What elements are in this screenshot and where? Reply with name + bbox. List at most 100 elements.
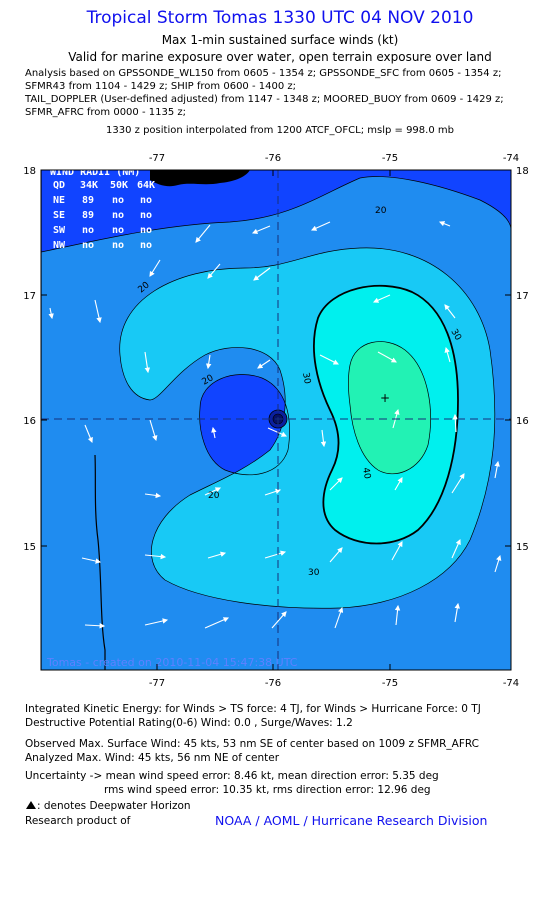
credit-prefix: Research product of <box>25 815 131 827</box>
page-title: Tropical Storm Tomas 1330 UTC 04 NOV 201… <box>86 8 474 28</box>
lat-tick-label-left: 16 <box>23 416 36 427</box>
lon-tick-label-bottom: -74 <box>503 678 519 689</box>
wind-radii-value: no <box>112 225 124 236</box>
coastline-west <box>41 170 106 670</box>
analysis-line: TAIL_DOPPLER (User-defined adjusted) fro… <box>25 94 504 105</box>
wind-arrow-icon <box>310 221 331 231</box>
lat-tick-label-right: 16 <box>516 416 529 427</box>
wind-radii-quadrant: SW <box>53 225 66 236</box>
wind-arrow-icon <box>391 541 403 561</box>
wind-arrow-icon <box>84 623 106 629</box>
lon-tick-label-top: -75 <box>382 153 398 164</box>
dpr-line: Destructive Potential Rating(0-6) Wind: … <box>25 717 353 729</box>
wind-arrow-icon <box>204 487 221 496</box>
wind-arrow-icon <box>494 460 500 479</box>
wind-arrow-icon <box>204 617 230 629</box>
wind-arrow-icon <box>205 354 212 370</box>
wind-arrow-icon <box>271 611 287 629</box>
wind-radii-value: no <box>82 225 94 236</box>
wind-arrow-icon <box>444 346 451 363</box>
land-jamaica <box>150 170 250 187</box>
wind-arrow-icon <box>144 553 167 560</box>
wind-arrow-icon <box>149 419 158 442</box>
analysis-line: SFMR43 from 1104 - 1429 z; SHIP from 060… <box>25 81 297 92</box>
wind-arrow-icon <box>319 354 339 365</box>
wind-arrow-icon <box>454 602 460 623</box>
wind-arrow-icon <box>494 554 502 573</box>
wind-arrow-icon <box>329 477 343 491</box>
wind-arrow-icon <box>452 413 459 433</box>
lon-tick-label-bottom: -75 <box>382 678 398 689</box>
contour-30 <box>119 247 496 609</box>
wind-arrow-icon <box>144 492 162 499</box>
lat-tick-label-right: 18 <box>516 166 529 177</box>
wind-arrow-icon <box>94 299 102 324</box>
subtitle: Max 1-min sustained surface winds (kt) <box>161 33 399 47</box>
wind-arrow-icon <box>394 604 401 626</box>
wind-radii-value: no <box>112 210 124 221</box>
lon-tick-label-top: -77 <box>149 153 165 164</box>
contour-label: 20 <box>208 491 220 501</box>
wind-arrow-icon <box>320 429 327 448</box>
wind-arrow-icon <box>144 618 169 626</box>
wind-arrow-icon <box>394 477 403 491</box>
wind-radii-value: no <box>140 195 152 206</box>
lat-tick-label-right: 17 <box>516 291 529 302</box>
contour-label: 40 <box>360 467 372 480</box>
wind-band-above-50 <box>348 341 431 474</box>
lat-tick-label-right: 15 <box>516 542 529 553</box>
ike-line: Integrated Kinetic Energy: for Winds > T… <box>25 703 481 715</box>
wind-radii-table: WIND RADII (NM) QD 34K 50K 64K NE 89 no … <box>50 167 155 251</box>
wind-arrow-icon <box>84 424 93 444</box>
analysis-line: Analysis based on GPSSONDE_WL150 from 06… <box>25 68 502 79</box>
wind-arrow-icon <box>253 267 271 281</box>
legend-text: : denotes Deepwater Horizon <box>37 800 191 812</box>
wind-arrow-icon <box>334 606 344 629</box>
uncertainty-line: Uncertainty -> mean wind speed error: 8.… <box>25 770 439 782</box>
lon-tick-label-top: -76 <box>265 153 281 164</box>
contour-label: 30 <box>300 372 312 385</box>
wind-arrow-icon <box>264 550 287 559</box>
wind-radii-value: 89 <box>82 210 94 221</box>
position-note: 1330 z position interpolated from 1200 A… <box>106 125 454 136</box>
wind-radii-title: WIND RADII (NM) <box>50 167 140 178</box>
wind-arrow-icon <box>451 538 461 559</box>
wind-radii-header: 50K <box>110 180 128 191</box>
wind-arrow-icon <box>444 304 456 319</box>
deepwater-horizon-icon <box>26 801 36 809</box>
lon-tick-label-bottom: -77 <box>149 678 165 689</box>
wind-radii-header: 64K <box>137 180 155 191</box>
max-wind-cross-icon: + <box>380 391 390 405</box>
validity-note: Valid for marine exposure over water, op… <box>68 50 492 64</box>
wind-arrow-icon <box>251 225 271 234</box>
analysis-sources: Analysis based on GPSSONDE_WL150 from 06… <box>25 67 555 119</box>
wind-band-below-20-pocket <box>199 374 290 475</box>
wind-arrow-icon <box>48 307 54 320</box>
contour-label: 30 <box>308 568 320 578</box>
wind-arrows <box>48 221 502 629</box>
wind-radii-quadrant: SE <box>53 210 65 221</box>
wind-arrow-icon <box>264 488 282 496</box>
lat-tick-label-left: 15 <box>23 542 36 553</box>
analysis-line: SFMR_AFRC from 0000 - 1135 z; <box>25 107 186 118</box>
wind-radii-value: no <box>140 240 152 251</box>
wind-radii-value: 89 <box>82 195 94 206</box>
wind-arrow-icon <box>377 351 397 363</box>
wind-arrow-icon <box>81 557 102 564</box>
wind-arrow-icon <box>372 294 391 303</box>
wind-arrow-icon <box>207 551 227 559</box>
contour-50 <box>348 341 431 475</box>
wind-arrow-icon <box>257 359 271 369</box>
observed-max-wind: Observed Max. Surface Wind: 45 kts, 53 n… <box>25 738 480 750</box>
wind-arrow-icon <box>195 224 211 243</box>
contour-lines <box>41 176 511 609</box>
axis-labels: -77 -76 -75 -74 -77 -76 -75 -74 18 17 16… <box>23 153 528 689</box>
lat-tick-label-left: 18 <box>23 166 36 177</box>
wind-radii-header: QD <box>53 180 65 191</box>
wind-arrow-icon <box>144 351 151 374</box>
contour-label: 20 <box>375 206 387 216</box>
wind-radii-quadrant: NE <box>53 195 65 206</box>
legend-row: : denotes Deepwater Horizon <box>25 800 191 812</box>
wind-arrow-icon <box>267 427 288 437</box>
hrd-link[interactable]: NOAA / AOML / Hurricane Research Divisio… <box>215 813 488 828</box>
